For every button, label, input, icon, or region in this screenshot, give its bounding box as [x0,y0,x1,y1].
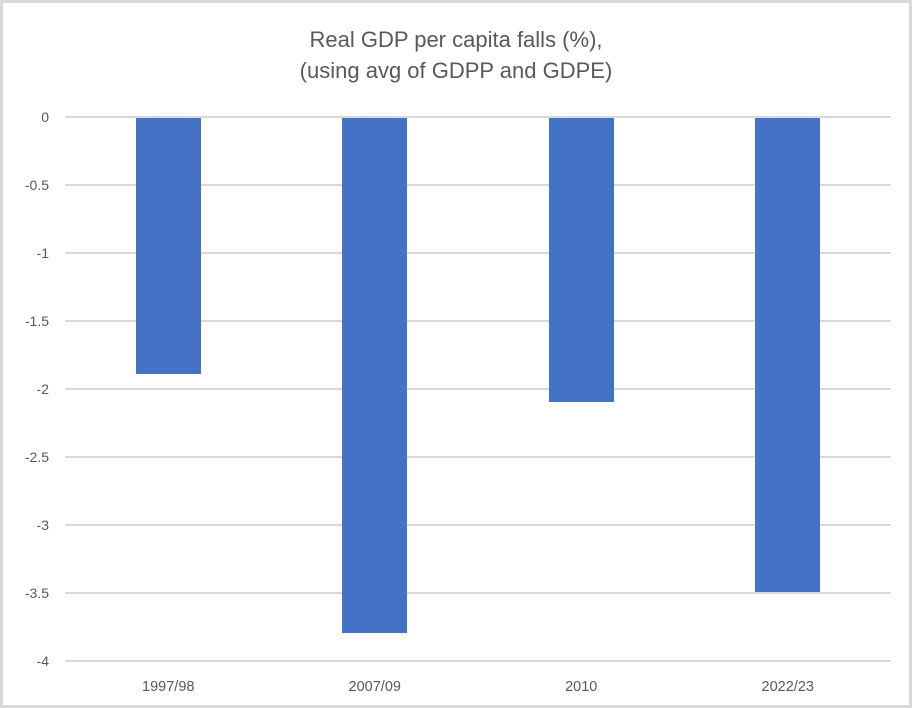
y-axis-tick-label: -1 [36,245,49,261]
x-axis-tick-label: 2010 [565,679,598,695]
gridline [65,456,891,458]
y-axis-tick-label: 0 [41,109,49,125]
gridline [65,116,891,118]
gridline [65,184,891,186]
y-axis-tick-label: -2.5 [24,449,49,465]
chart-title-line-1: Real GDP per capita falls (%), [309,27,603,52]
x-axis-tick-label: 2022/23 [761,679,814,695]
chart-title-line-2: (using avg of GDPP and GDPE) [299,58,613,83]
y-axis-tick-label: -3.5 [24,585,49,601]
gridline [65,252,891,254]
chart-title: Real GDP per capita falls (%), (using av… [3,24,909,86]
bar-1997-98 [135,118,201,375]
gridline [65,320,891,322]
gridline [65,592,891,594]
bar-2010 [548,118,614,402]
gridline [65,388,891,390]
bar-2022-23 [755,118,821,592]
y-axis-tick-label: -4 [36,653,49,669]
x-axis-tick-label: 1997/98 [142,679,195,695]
bar-2007-09 [342,118,408,633]
x-axis-tick-label: 2007/09 [348,679,401,695]
gridline [65,660,891,662]
y-axis-tick-label: -2 [36,381,49,397]
y-axis-tick-label: -3 [36,517,49,533]
y-axis-tick-label: -0.5 [24,177,49,193]
y-axis-tick-label: -1.5 [24,313,49,329]
gridline [65,524,891,526]
